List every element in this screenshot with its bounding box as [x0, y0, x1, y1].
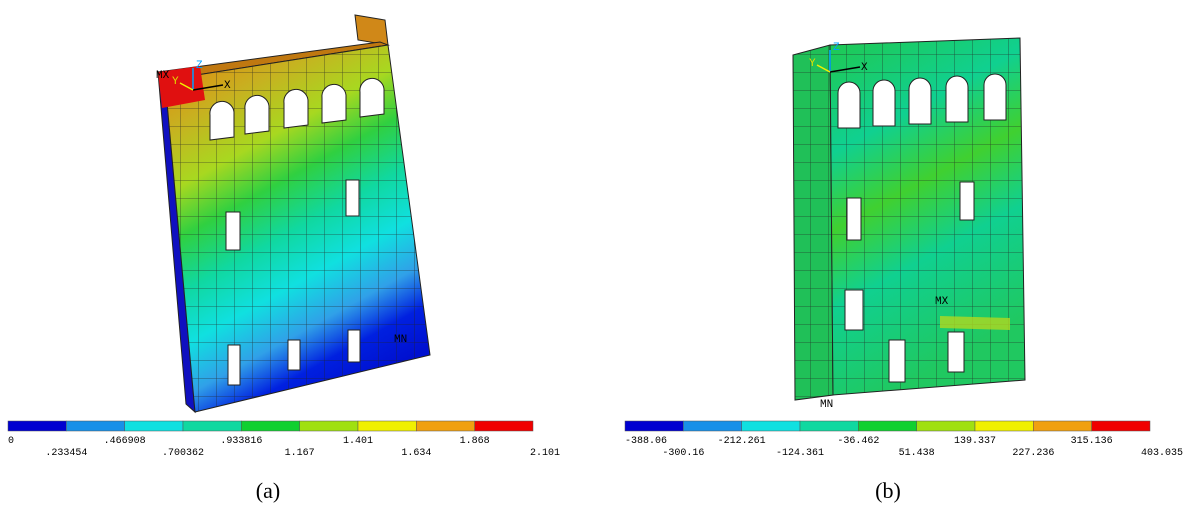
colorbar-swatch	[1033, 421, 1091, 431]
legend-label: .700362	[162, 448, 204, 459]
colorbar-swatch	[800, 421, 858, 431]
colorbar-swatch	[975, 421, 1033, 431]
model-a	[158, 15, 430, 412]
legend-label: 1.868	[460, 436, 490, 447]
figure: 0 .233454 .466908 .700362 .933816 1.167 1.401 1…	[0, 0, 1199, 514]
caption: (b)	[875, 478, 901, 503]
colorbar-swatch	[183, 421, 241, 431]
legend-label: .466908	[104, 436, 146, 447]
axis-label: Z	[196, 60, 203, 72]
legend-label: 315.136	[1071, 436, 1113, 447]
legend-label: 1.634	[401, 448, 431, 459]
colorbar-swatch	[416, 421, 474, 431]
colorbar-swatch	[300, 421, 358, 431]
legend-label: -388.06	[625, 436, 667, 447]
legend-label: .233454	[45, 448, 87, 459]
colorbar-swatch	[66, 421, 124, 431]
axis-label: Z	[833, 42, 840, 54]
legend-label: -124.361	[776, 448, 824, 459]
colorbar-swatch	[742, 421, 800, 431]
colorbar-swatch	[125, 421, 183, 431]
legend-label: 139.337	[954, 436, 996, 447]
colorbar-swatch	[917, 421, 975, 431]
caption: (a)	[256, 478, 280, 503]
colorbar-swatch	[683, 421, 741, 431]
legend-label: -300.16	[662, 448, 704, 459]
axis-label: Y	[172, 76, 179, 88]
colorbar-swatch	[475, 421, 533, 431]
colorbar-swatch	[8, 421, 66, 431]
legend-label: 0	[8, 436, 14, 447]
legend-label: -36.462	[837, 436, 879, 447]
colorbar-swatch	[625, 421, 683, 431]
legend-label: 227.236	[1012, 448, 1054, 459]
legend-label: .933816	[220, 436, 262, 447]
axis-label: X	[861, 62, 868, 74]
max-label: MX	[935, 296, 949, 308]
colorbar-swatch	[858, 421, 916, 431]
axis-label: Y	[809, 58, 816, 70]
max-label: MX	[156, 70, 170, 82]
legend-label: 1.167	[285, 448, 315, 459]
colorbar-swatch	[241, 421, 299, 431]
colorbar-swatch	[358, 421, 416, 431]
legend-label: -212.261	[718, 436, 766, 447]
legend-label: 1.401	[343, 436, 373, 447]
legend-label: 51.438	[899, 448, 935, 459]
min-label: MN	[820, 399, 833, 411]
min-label: MN	[394, 334, 407, 346]
legend-label: 403.035	[1141, 448, 1183, 459]
colorbar-swatch	[1092, 421, 1150, 431]
model-b	[793, 38, 1025, 400]
legend-label: 2.101	[530, 448, 560, 459]
axis-label: X	[224, 80, 231, 92]
